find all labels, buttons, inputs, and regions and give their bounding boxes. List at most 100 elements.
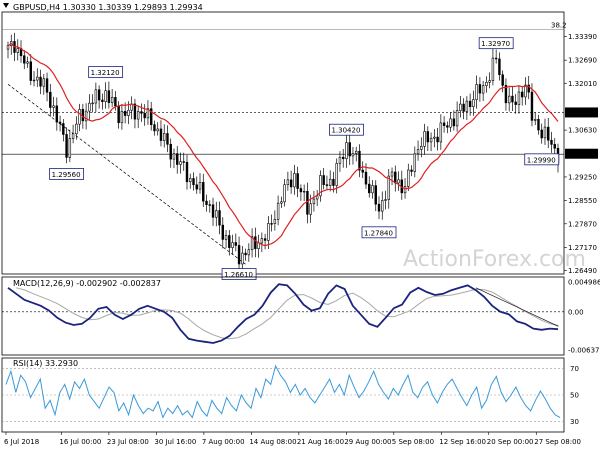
macd-panel-frame [1,276,565,356]
price-annotation-box [361,226,397,239]
candle [309,203,312,215]
x-tick-label: 12 Sep 16:00 [439,438,486,446]
macd-tick-label: 0.00 [568,308,584,316]
candle [224,235,228,240]
candle [91,102,94,105]
macd-trendline [475,287,559,327]
candle [286,179,290,186]
macd-signal-line [16,287,559,340]
candle [413,153,417,172]
candle [494,57,498,60]
candle [550,139,553,145]
price-annotation-box [221,268,257,280]
x-tick-label: 27 Sep 08:00 [534,438,581,446]
candle [446,125,449,128]
candle [377,203,381,212]
candle [120,111,124,124]
candle [39,76,42,87]
moving-average-line [7,42,559,247]
x-tick-label: 5 Sep 08:00 [392,438,434,446]
candle [332,178,335,186]
candle [534,119,537,121]
candle [166,133,169,145]
rsi-level-label: 70 [570,365,579,373]
candle [198,182,202,190]
candle [182,161,185,163]
x-tick-label: 29 Aug 00:00 [344,438,391,446]
candle [81,109,85,122]
candle [270,223,273,225]
candle [179,161,182,165]
price-annotation-label: 1.32120 [91,69,120,77]
candle [514,101,517,105]
candle [481,85,485,94]
candle [384,199,387,201]
candle [195,184,198,190]
candle [381,200,384,212]
candle [231,242,234,248]
candle [29,61,32,81]
time-axis: 6 Jul 2018 16 Jul 00:00 23 Jul 08:00 30 Jul… [4,432,581,446]
candle [449,118,452,128]
candle [32,79,36,82]
price-badge-label: 1.31150 [567,109,596,117]
candle [250,236,254,250]
candle [348,142,351,157]
symbol-header: GBPUSD,H4 1.30330 1.30339 1.29893 1.2993… [13,3,203,12]
candle [237,245,241,265]
price-annotation-label: 1.29990 [527,156,556,164]
candle [397,179,400,184]
rsi-line [5,364,561,419]
candle [351,153,355,157]
candle [133,103,137,120]
candle [189,178,192,183]
candle [302,190,306,193]
candle [403,186,407,194]
macd-header: MACD(12,26,9) -0.002902 -0.002837 [13,279,161,288]
candle [387,175,390,200]
candle [221,224,225,240]
candle [338,156,342,164]
candle [439,122,443,143]
candle [123,111,127,116]
y-tick-label: 1.32010 [568,80,597,88]
collapse-arrow-icon[interactable] [3,3,9,8]
candle [143,112,146,119]
candle [205,200,208,205]
candle [257,242,260,250]
candle [228,235,231,248]
watermark: ActionForex.com [403,247,586,272]
candle [49,91,52,108]
y-tick-label: 1.27870 [568,220,597,228]
candle [442,122,446,126]
candle [293,173,296,188]
candle [101,99,104,103]
x-tick-label: 30 Jul 16:00 [154,438,196,446]
candle [436,136,439,143]
candle [260,238,264,244]
price-badge [565,148,598,159]
candle [319,175,322,197]
candle [511,95,514,103]
price-annotation-box [478,37,514,50]
price-annotation-label: 1.30420 [331,127,360,135]
price-panel-frame [1,11,565,275]
y-tick-label: 1.30630 [568,127,597,135]
candle [299,188,303,193]
candle [543,126,547,139]
candle [276,202,280,220]
candle [140,111,143,114]
candle [97,89,101,101]
rsi-level-label: 50 [570,392,579,400]
candle [407,169,410,187]
candle [52,105,55,108]
candle [127,109,130,116]
candle [364,171,368,185]
candle [283,184,286,203]
candle [16,48,19,53]
candle [94,89,98,104]
price-annotation-box [88,66,124,78]
candle [176,153,179,165]
candle [234,242,238,246]
x-tick-label: 16 Jul 00:00 [59,438,101,446]
